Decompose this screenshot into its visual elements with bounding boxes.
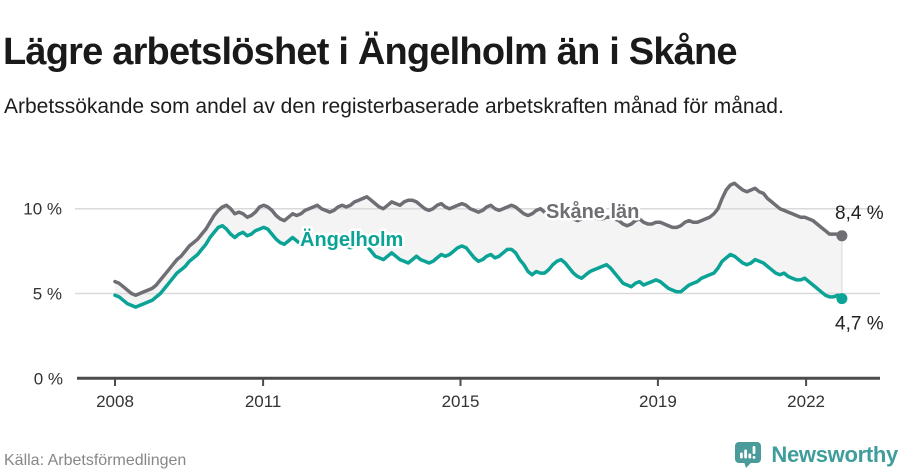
y-tick-label-5: 5 % — [33, 285, 62, 304]
series-label-skane-lan: Skåne län — [546, 200, 639, 223]
x-tick-label-2022: 2022 — [787, 392, 825, 411]
x-tick-label-2011: 2011 — [245, 392, 282, 411]
series-label-angelholm: Ängelholm — [300, 228, 403, 251]
end-value-label-skane: 8,4 % — [835, 203, 884, 224]
x-tick-label-2015: 2015 — [442, 392, 480, 411]
series-line-skane-lan — [113, 181, 844, 297]
y-tick-label-0: 0 % — [34, 370, 63, 389]
x-axis — [77, 376, 880, 386]
source-credit: Källa: Arbetsförmedlingen — [4, 452, 187, 469]
end-value-label-angelholm: 4,7 % — [835, 314, 884, 335]
x-tick-label-2019: 2019 — [639, 392, 677, 411]
end-dot-skane-lan — [836, 230, 848, 242]
x-tick-label-2008: 2008 — [96, 392, 134, 411]
newsworthy-wordmark: Newsworthy — [771, 442, 898, 467]
fill-between-series — [115, 183, 842, 308]
end-dot-angelholm — [836, 293, 848, 305]
newsworthy-brand[interactable]: Newsworthy — [734, 441, 898, 469]
chart-subtitle: Arbetssökande som andel av den registerb… — [4, 95, 784, 118]
page-title: Lägre arbetslöshet i Ängelholm än i Skån… — [3, 31, 738, 74]
y-tick-label-10: 10 % — [23, 200, 62, 219]
newsworthy-chart-bubble-icon — [735, 442, 762, 468]
series-line-angelholm — [113, 223, 844, 309]
unemployment-line-chart: 10 % 5 % 0 % 2008 2011 2015 2019 2022 Sk… — [23, 181, 884, 411]
